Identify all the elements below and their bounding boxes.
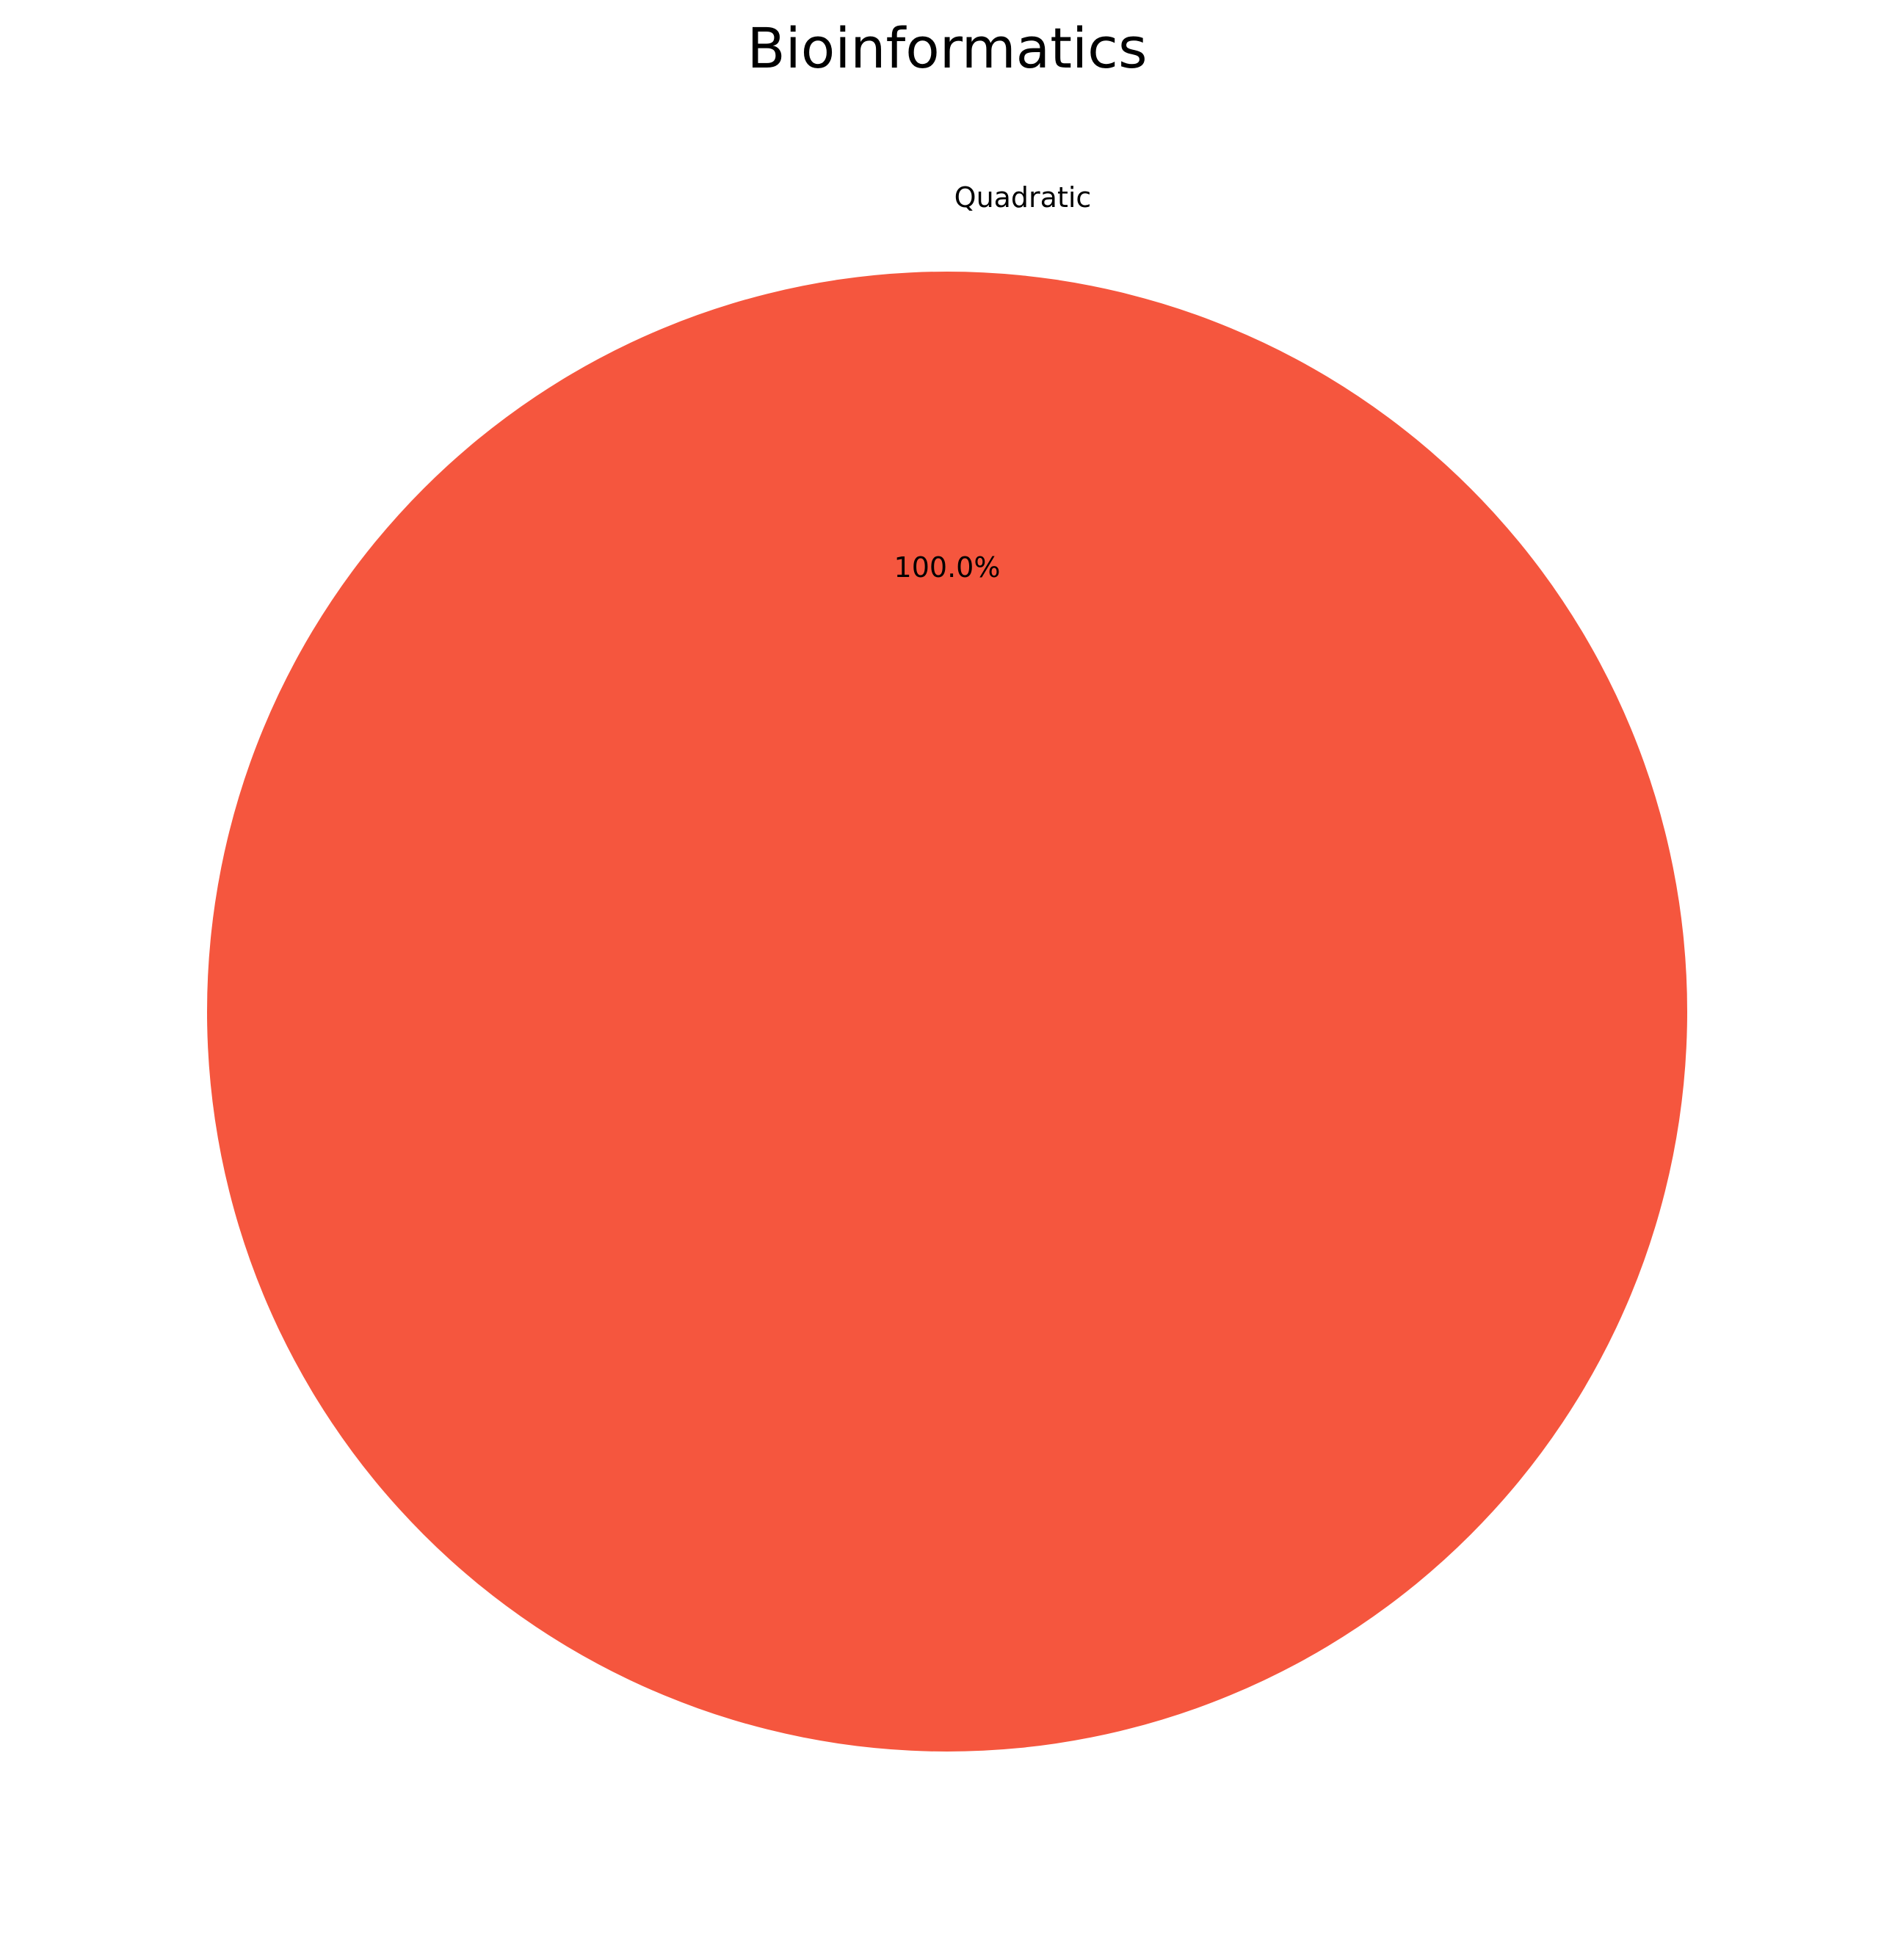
pie-labels: Quadratic 100.0% (894, 181, 1092, 584)
slice-label: Quadratic (954, 181, 1092, 214)
slice-percent-label: 100.0% (894, 551, 1001, 584)
pie-slice-quadratic (207, 272, 1687, 1752)
chart-title: Bioinformatics (747, 15, 1147, 81)
pie-slices (207, 272, 1687, 1752)
